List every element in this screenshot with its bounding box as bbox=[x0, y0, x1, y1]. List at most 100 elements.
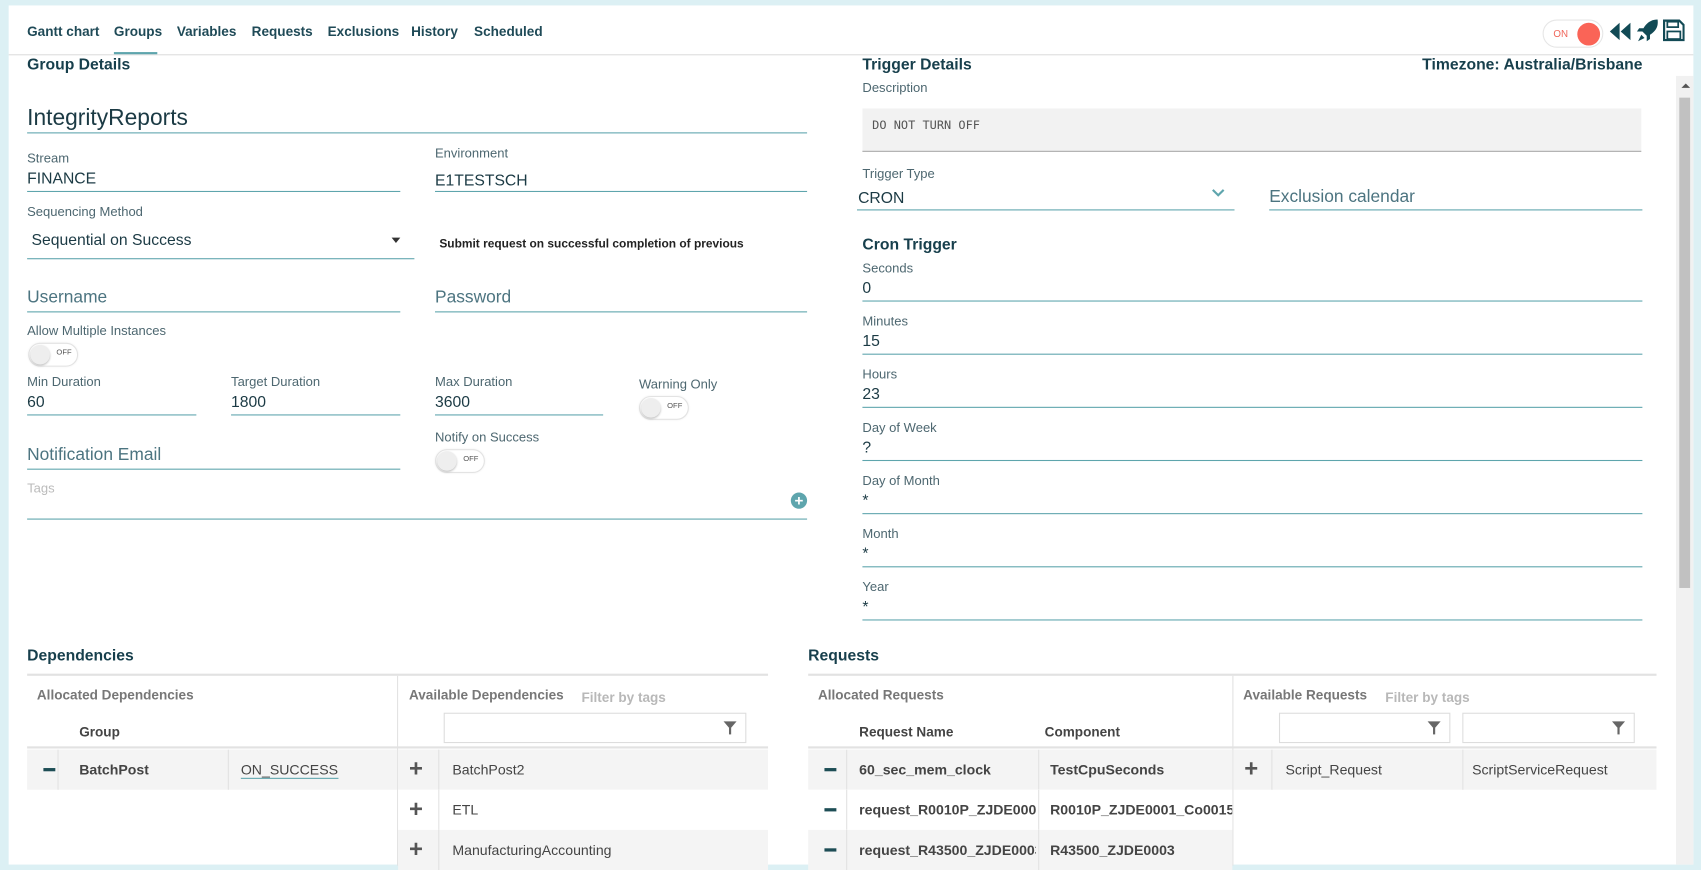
seconds-label: Seconds bbox=[862, 260, 914, 276]
day-of-month-input[interactable]: * bbox=[862, 492, 869, 510]
divider bbox=[438, 829, 440, 870]
environment-label: Environment bbox=[435, 145, 509, 161]
request-name: 60_sec_mem_clock bbox=[859, 761, 991, 778]
tab-variables[interactable]: Variables bbox=[176, 23, 237, 40]
scrollbar-thumb[interactable] bbox=[1679, 97, 1691, 588]
add-tag-icon[interactable]: + bbox=[790, 492, 808, 509]
available-dependency-name: ManufacturingAccounting bbox=[452, 841, 612, 859]
max-duration-input[interactable]: 3600 bbox=[435, 393, 471, 412]
divider bbox=[1038, 789, 1040, 830]
add-icon[interactable]: + bbox=[408, 795, 423, 823]
username-underline bbox=[27, 311, 401, 313]
max-duration-label: Max Duration bbox=[435, 374, 513, 390]
trigger-type-label: Trigger Type bbox=[862, 165, 935, 182]
divider bbox=[397, 675, 399, 866]
divider bbox=[438, 789, 440, 830]
divider bbox=[808, 746, 1657, 749]
scroll-up-icon[interactable] bbox=[1681, 83, 1691, 88]
rocket-icon[interactable] bbox=[1636, 18, 1660, 42]
hours-label: Hours bbox=[862, 366, 898, 382]
minutes-input[interactable]: 15 bbox=[862, 333, 880, 351]
scrollbar-track[interactable] bbox=[1676, 75, 1694, 865]
hours-input[interactable]: 23 bbox=[862, 386, 880, 404]
exclusion-calendar-input[interactable]: Exclusion calendar bbox=[1269, 187, 1415, 207]
tab-requests[interactable]: Requests bbox=[251, 23, 313, 40]
request-name: request_R43500_ZJDE0003 bbox=[859, 841, 1036, 859]
dependency-condition-select[interactable]: ON_SUCCESS bbox=[240, 761, 338, 779]
dependency-tag-filter[interactable] bbox=[443, 712, 747, 744]
tab-scheduled[interactable]: Scheduled bbox=[474, 23, 543, 40]
warning-only-toggle[interactable]: OFF bbox=[638, 395, 689, 420]
month-label: Month bbox=[862, 526, 899, 542]
tab-history[interactable]: History bbox=[411, 23, 458, 40]
sequencing-hint: Submit request on successful completion … bbox=[439, 237, 744, 251]
request-tag-filter[interactable] bbox=[1462, 712, 1635, 744]
notification-email-input[interactable]: Notification Email bbox=[27, 445, 162, 465]
trigger-type-select[interactable]: CRON bbox=[856, 184, 1235, 211]
available-dependency-row: + BatchPost2 bbox=[398, 749, 769, 790]
allocated-requests-title: Allocated Requests bbox=[817, 687, 944, 703]
available-dependency-name: BatchPost2 bbox=[452, 761, 525, 778]
tags-input[interactable]: Tags bbox=[27, 480, 55, 496]
tab-exclusions[interactable]: Exclusions bbox=[327, 23, 400, 40]
day-of-month-label: Day of Month bbox=[862, 472, 940, 489]
environment-input[interactable]: E1TESTSCH bbox=[435, 172, 528, 190]
year-input[interactable]: * bbox=[862, 598, 869, 617]
rewind-icon[interactable] bbox=[1609, 21, 1633, 43]
allow-multiple-toggle[interactable]: OFF bbox=[28, 342, 79, 367]
remove-icon[interactable] bbox=[824, 808, 837, 812]
notify-success-toggle[interactable]: OFF bbox=[435, 449, 485, 473]
target-duration-input[interactable]: 1800 bbox=[231, 393, 267, 412]
filter-icon bbox=[1612, 721, 1626, 735]
hours-underline bbox=[862, 406, 1643, 408]
add-icon[interactable]: + bbox=[408, 755, 423, 783]
dependency-group: BatchPost bbox=[79, 761, 149, 778]
active-tab-indicator bbox=[113, 52, 158, 55]
schedule-toggle[interactable]: ON bbox=[1542, 19, 1604, 48]
remove-icon[interactable] bbox=[824, 768, 837, 772]
stream-input[interactable]: FINANCE bbox=[27, 170, 97, 188]
allow-multiple-label: Allow Multiple Instances bbox=[27, 323, 167, 339]
available-request-row: + Script_Request ScriptServiceRequest bbox=[1233, 749, 1657, 790]
remove-icon[interactable] bbox=[43, 768, 56, 772]
request-name: request_R0010P_ZJDE0001 bbox=[859, 801, 1036, 818]
allocated-request-row: 60_sec_mem_clock TestCpuSeconds bbox=[808, 749, 1233, 790]
component-column-header: Component bbox=[1044, 724, 1120, 740]
description-value: DO NOT TURN OFF bbox=[872, 118, 980, 133]
password-input[interactable]: Password bbox=[435, 288, 512, 307]
tab-groups[interactable]: Groups bbox=[113, 23, 163, 40]
group-name-input[interactable]: IntegrityReports bbox=[27, 105, 188, 131]
available-dependencies-title: Available Dependencies bbox=[408, 687, 564, 703]
description-label: Description bbox=[862, 80, 928, 96]
add-icon[interactable]: + bbox=[408, 835, 423, 863]
day-of-week-underline bbox=[862, 459, 1643, 462]
request-name-filter[interactable] bbox=[1278, 712, 1451, 744]
toggle-knob bbox=[437, 451, 457, 471]
stream-label: Stream bbox=[27, 150, 70, 166]
min-duration-input[interactable]: 60 bbox=[27, 393, 45, 412]
seconds-input[interactable]: 0 bbox=[862, 279, 872, 298]
remove-icon[interactable] bbox=[824, 848, 837, 852]
sequencing-select[interactable]: Sequential on Success bbox=[27, 222, 415, 260]
toggle-knob bbox=[1577, 22, 1601, 46]
target-duration-label: Target Duration bbox=[231, 374, 321, 390]
filter-by-tags-label: Filter by tags bbox=[1385, 689, 1470, 706]
divider bbox=[846, 829, 848, 870]
seconds-underline bbox=[862, 300, 1643, 302]
sequencing-label: Sequencing Method bbox=[27, 203, 143, 220]
day-of-week-input[interactable]: ? bbox=[862, 439, 872, 457]
divider bbox=[846, 789, 848, 830]
toggle-state: OFF bbox=[463, 455, 479, 464]
add-icon[interactable]: + bbox=[1244, 755, 1259, 783]
target-duration-underline bbox=[231, 414, 401, 416]
day-of-month-underline bbox=[862, 513, 1643, 515]
tab-gantt-chart[interactable]: Gantt chart bbox=[27, 23, 100, 40]
divider bbox=[846, 749, 848, 790]
allocated-dependency-row: BatchPost ON_SUCCESS bbox=[27, 749, 398, 790]
save-icon[interactable] bbox=[1662, 19, 1685, 42]
description-textarea[interactable]: DO NOT TURN OFF bbox=[862, 108, 1642, 152]
username-input[interactable]: Username bbox=[27, 288, 108, 307]
environment-underline bbox=[435, 190, 808, 193]
group-name-underline bbox=[27, 132, 808, 134]
month-input[interactable]: * bbox=[862, 545, 869, 564]
